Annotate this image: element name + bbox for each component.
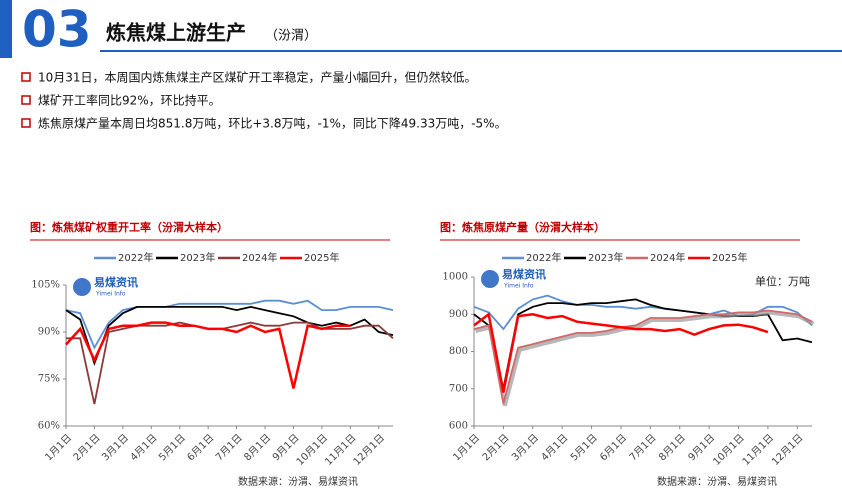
x-tick-label: 5月1日 bbox=[568, 432, 600, 464]
page-subtitle: （汾渭） bbox=[265, 29, 317, 44]
watermark-en: Yimei Info bbox=[95, 291, 126, 298]
y-tick-label: 90% bbox=[38, 327, 60, 338]
x-tick-label: 7月1日 bbox=[213, 432, 245, 464]
series-shadow bbox=[475, 310, 815, 407]
series-line bbox=[473, 309, 813, 404]
bullet-icon bbox=[21, 118, 31, 128]
legend-label: 2024年 bbox=[242, 251, 277, 264]
x-tick-label: 2月1日 bbox=[480, 432, 512, 464]
source-note: 数据来源：汾渭、易煤资讯 bbox=[657, 475, 777, 488]
x-tick-label: 7月1日 bbox=[627, 432, 659, 464]
watermark-en: Yimei Info bbox=[503, 283, 534, 290]
y-tick-label: 700 bbox=[449, 383, 468, 394]
x-tick-label: 11月1日 bbox=[740, 432, 776, 468]
y-tick-label: 60% bbox=[38, 421, 60, 432]
bullets: 10月31日，本周国内炼焦煤主产区煤矿开工率稳定，产量小幅回升，但仍然较低。 煤… bbox=[21, 70, 507, 131]
bullet-icon bbox=[21, 72, 31, 82]
accent bbox=[0, 0, 12, 58]
watermark-logo bbox=[481, 270, 499, 288]
y-tick-label: 600 bbox=[449, 421, 468, 432]
bullet-text: 炼焦原煤产量本周日均851.8万吨，环比+3.8万吨，-1%，同比下降49.33… bbox=[38, 116, 507, 131]
series-line bbox=[65, 305, 394, 367]
bullet-text: 煤矿开工率同比92%，环比持平。 bbox=[38, 93, 221, 108]
legend-label: 2023年 bbox=[588, 251, 623, 264]
y-tick-label: 900 bbox=[449, 309, 468, 320]
series-line bbox=[65, 321, 351, 389]
legend-label: 2022年 bbox=[526, 251, 561, 264]
section-number: 03 bbox=[22, 1, 92, 59]
bullet-icon bbox=[21, 95, 31, 105]
x-tick-label: 1月1日 bbox=[43, 432, 75, 464]
watermark: 易煤资讯 bbox=[502, 267, 546, 281]
legend-label: 2025年 bbox=[712, 251, 747, 264]
page-title: 炼焦煤上游生产 bbox=[106, 21, 246, 45]
x-tick-label: 3月1日 bbox=[99, 432, 131, 464]
x-tick-label: 8月1日 bbox=[242, 432, 274, 464]
legend-label: 2023年 bbox=[180, 251, 215, 264]
chart-title: 图：炼焦煤矿权重开工率（汾渭大样本） bbox=[30, 220, 228, 234]
x-tick-label: 6月1日 bbox=[598, 432, 630, 464]
x-tick-label: 12月1日 bbox=[769, 432, 805, 468]
watermark: 易煤资讯 bbox=[94, 275, 138, 289]
x-tick-label: 10月1日 bbox=[711, 432, 747, 468]
unit-label: 单位：万吨 bbox=[755, 274, 810, 288]
x-tick-label: 8月1日 bbox=[656, 432, 688, 464]
legend-label: 2022年 bbox=[118, 251, 153, 264]
series-line bbox=[65, 299, 394, 350]
x-tick-label: 12月1日 bbox=[351, 432, 387, 468]
legend-label: 2024年 bbox=[650, 251, 685, 264]
x-tick-label: 6月1日 bbox=[185, 432, 217, 464]
y-tick-label: 105% bbox=[31, 280, 60, 291]
chart-title: 图：炼焦原煤产量（汾渭大样本） bbox=[440, 220, 605, 234]
x-tick-label: 4月1日 bbox=[128, 432, 160, 464]
y-tick-label: 1000 bbox=[443, 272, 468, 283]
series-line bbox=[66, 321, 394, 405]
x-tick-label: 5月1日 bbox=[156, 432, 188, 464]
legend-label: 2025年 bbox=[304, 251, 339, 264]
source-note: 数据来源：汾渭、易煤资讯 bbox=[238, 475, 358, 488]
y-tick-label: 75% bbox=[38, 374, 60, 385]
x-tick-label: 1月1日 bbox=[451, 432, 483, 464]
watermark-logo bbox=[73, 278, 91, 296]
bullet-text: 10月31日，本周国内炼焦煤主产区煤矿开工率稳定，产量小幅回升，但仍然较低。 bbox=[38, 70, 477, 85]
x-tick-label: 4月1日 bbox=[539, 432, 571, 464]
series-line bbox=[473, 312, 769, 393]
x-tick-label: 2月1日 bbox=[71, 432, 103, 464]
y-tick-label: 800 bbox=[449, 346, 468, 357]
x-tick-label: 3月1日 bbox=[509, 432, 541, 464]
